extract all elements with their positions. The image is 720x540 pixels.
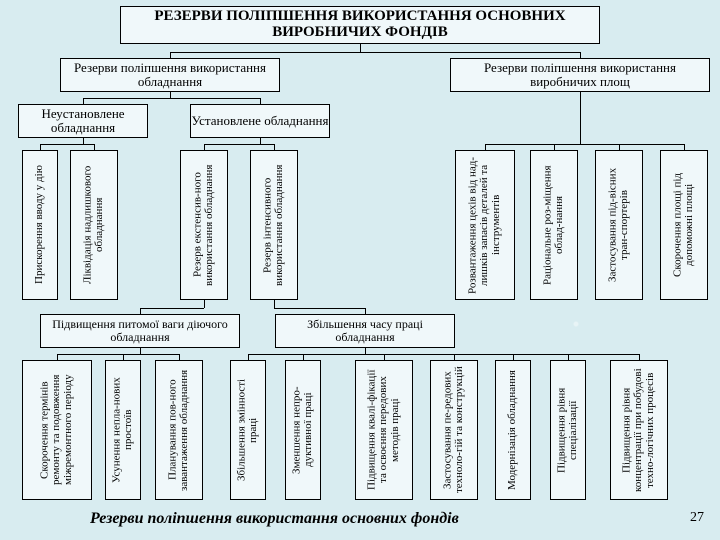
conn (360, 44, 361, 52)
conn (568, 354, 569, 360)
conn (83, 98, 84, 104)
r2-v9: Підвищення рівня спеціалізації (550, 360, 586, 500)
r1-v3: Резерв екстенсив-ного використання облад… (180, 150, 228, 300)
conn (619, 144, 620, 150)
conn (248, 354, 639, 355)
conn (485, 144, 486, 150)
l3-a: Неустановлене обладнання (18, 104, 148, 138)
conn (40, 144, 41, 150)
r2-v7: Застосування пе-редових техноло-гій та к… (430, 360, 478, 500)
r1-v8: Скорочення площі під допоможні площі (660, 150, 708, 300)
l4-a: Підвищення питомої ваги діючого обладнан… (40, 314, 240, 348)
conn (248, 354, 249, 360)
conn (580, 92, 581, 144)
conn (554, 144, 555, 150)
l4-b: Збільшення часу праці обладнання (275, 314, 455, 348)
r1-v5: Розвантаження цехів від над-лишків запас… (455, 150, 515, 300)
conn (57, 354, 58, 360)
conn (204, 144, 205, 150)
r2-v4-text: Збільшення змінності праці (236, 365, 259, 495)
r2-v8-text: Модернізація обладнання (507, 370, 519, 490)
r2-v9-text: Підвищення рівня спеціалізації (556, 365, 579, 495)
r2-v4: Збільшення змінності праці (230, 360, 266, 500)
r1-v7-text: Застосування під-вісних тран-спортерів (607, 155, 630, 295)
r2-v6: Підвищення квалі-фікації та освоєння пер… (355, 360, 413, 500)
r1-v6: Раціональне роз-міщення облад-нання (530, 150, 578, 300)
l2-right-text: Резерви поліпшення використання виробнич… (451, 61, 709, 88)
conn (94, 144, 95, 150)
conn (639, 354, 640, 360)
conn (384, 354, 385, 360)
l4-a-text: Підвищення питомої ваги діючого обладнан… (41, 318, 239, 343)
r1-v2: Ліквідація надлишкового обладнання (70, 150, 118, 300)
conn (170, 52, 580, 53)
r1-v8-text: Скорочення площі під допоможні площі (672, 155, 695, 295)
r1-v7: Застосування під-вісних тран-спортерів (595, 150, 643, 300)
conn (513, 354, 514, 360)
title-box: РЕЗЕРВИ ПОЛІПШЕННЯ ВИКОРИСТАННЯ ОСНОВНИХ… (120, 6, 600, 44)
conn (204, 300, 205, 308)
conn (303, 354, 304, 360)
l3-a-text: Неустановлене обладнання (19, 107, 147, 134)
conn (123, 354, 124, 360)
conn (57, 354, 179, 355)
r2-v5-text: Зменшення непро-дуктивної праці (291, 365, 314, 495)
r2-v5: Зменшення непро-дуктивної праці (285, 360, 321, 500)
r2-v3: Планування пов-ного завантаження обладна… (155, 360, 203, 500)
l4-b-text: Збільшення часу праці обладнання (276, 318, 454, 343)
r2-v10-text: Підвищення рівня концентрації при побудо… (622, 365, 657, 495)
r2-v6-text: Підвищення квалі-фікації та освоєння пер… (367, 365, 402, 495)
conn (260, 98, 261, 104)
page-number-text: 27 (690, 510, 704, 525)
r1-v3-text: Резерв екстенсив-ного використання облад… (192, 155, 215, 295)
r2-v2-text: Усунення непла-нових простоїв (111, 365, 134, 495)
conn (274, 300, 275, 308)
conn (580, 52, 581, 58)
conn (485, 144, 684, 145)
conn (365, 308, 366, 314)
r1-v4-text: Резерв інтенсивного використання обладна… (262, 155, 285, 295)
r2-v1-text: Скорочення термінів ремонту та подовженн… (40, 365, 75, 495)
conn (40, 144, 94, 145)
r1-v1: Прискорення вводу у дію (22, 150, 58, 300)
title-text: РЕЗЕРВИ ПОЛІПШЕННЯ ВИКОРИСТАННЯ ОСНОВНИХ… (121, 9, 599, 41)
r1-v1-text: Прискорення вводу у дію (34, 166, 46, 285)
l3-b-text: Установлене обладнання (192, 114, 329, 128)
r2-v3-text: Планування пов-ного завантаження обладна… (167, 365, 190, 495)
r2-v10: Підвищення рівня концентрації при побудо… (610, 360, 668, 500)
l2-left: Резерви поліпшення використання обладнан… (60, 58, 280, 92)
conn (454, 354, 455, 360)
l2-right: Резерви поліпшення використання виробнич… (450, 58, 710, 92)
footer-label: Резерви поліпшення використання основних… (90, 510, 459, 527)
l2-left-text: Резерви поліпшення використання обладнан… (61, 61, 279, 88)
conn (274, 308, 365, 309)
l3-b: Установлене обладнання (190, 104, 330, 138)
conn (684, 144, 685, 150)
r2-v2: Усунення непла-нових простоїв (105, 360, 141, 500)
conn (140, 308, 204, 309)
conn (170, 52, 171, 58)
footer-text: Резерви поліпшення використання основних… (90, 510, 459, 528)
r1-v2-text: Ліквідація надлишкового обладнання (82, 155, 105, 295)
r2-v8: Модернізація обладнання (495, 360, 531, 500)
conn (179, 354, 180, 360)
r1-v4: Резерв інтенсивного використання обладна… (250, 150, 298, 300)
r2-v1: Скорочення термінів ремонту та подовженн… (22, 360, 92, 500)
conn (140, 308, 141, 314)
conn (83, 98, 260, 99)
r2-v7-text: Застосування пе-редових техноло-гій та к… (442, 365, 465, 495)
r1-v6-text: Раціональне роз-міщення облад-нання (542, 155, 565, 295)
conn (204, 144, 274, 145)
r1-v5-text: Розвантаження цехів від над-лишків запас… (468, 155, 503, 295)
conn (274, 144, 275, 150)
page-number: 27 (690, 510, 704, 526)
